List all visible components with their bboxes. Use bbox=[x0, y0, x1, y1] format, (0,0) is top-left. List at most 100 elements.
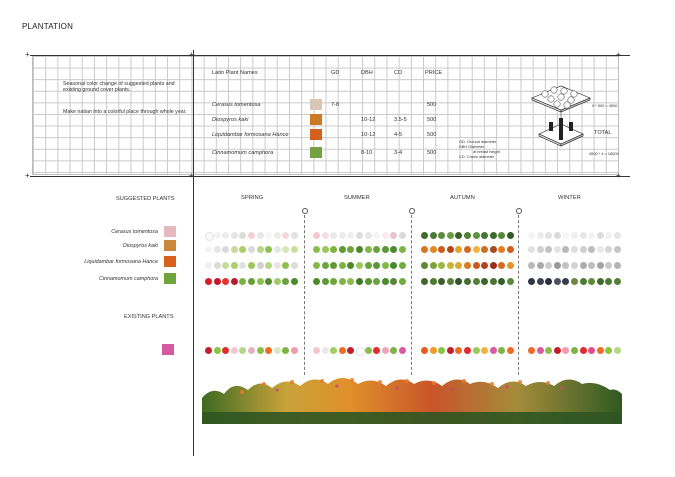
color-dot bbox=[265, 347, 273, 354]
color-dot bbox=[239, 246, 247, 253]
description-line-2: Make natian into a colorful place throug… bbox=[63, 109, 187, 115]
color-dot bbox=[421, 347, 428, 354]
color-dot bbox=[282, 232, 290, 239]
color-dot bbox=[553, 347, 561, 354]
calc-formula-1: 9 * 500 = 4500 bbox=[592, 103, 618, 108]
color-dot bbox=[273, 347, 281, 354]
color-dot bbox=[321, 278, 329, 285]
color-dot bbox=[464, 347, 471, 354]
color-dot bbox=[273, 232, 281, 239]
color-dot bbox=[429, 246, 437, 253]
color-dot bbox=[596, 246, 604, 253]
color-dot bbox=[614, 347, 621, 354]
color-dot bbox=[472, 347, 480, 354]
color-dot bbox=[373, 347, 381, 354]
color-dot bbox=[498, 347, 506, 354]
color-dot bbox=[605, 232, 613, 239]
color-dot bbox=[605, 246, 613, 253]
color-dot bbox=[536, 262, 544, 269]
color-dot bbox=[399, 246, 406, 253]
color-dot bbox=[213, 278, 221, 285]
header-dbh: DBH bbox=[361, 70, 373, 76]
color-dot bbox=[222, 232, 230, 239]
color-dot bbox=[438, 347, 446, 354]
color-dot bbox=[399, 278, 406, 285]
color-dot bbox=[321, 232, 329, 239]
isometric-planting-diagram bbox=[531, 85, 591, 147]
color-dot bbox=[338, 232, 346, 239]
color-dot bbox=[265, 278, 273, 285]
color-dot bbox=[464, 246, 471, 253]
color-dot bbox=[507, 232, 514, 239]
color-dot bbox=[455, 246, 463, 253]
color-dot bbox=[330, 278, 338, 285]
color-dot bbox=[291, 246, 298, 253]
frame-top-line bbox=[30, 55, 630, 56]
color-dot bbox=[536, 232, 544, 239]
plant-thumbnail bbox=[310, 147, 322, 158]
color-dot bbox=[222, 246, 230, 253]
color-dot bbox=[390, 347, 398, 354]
crosshair-mark: + bbox=[189, 171, 194, 180]
color-dot bbox=[498, 232, 506, 239]
color-dot bbox=[205, 278, 212, 285]
color-dot bbox=[472, 262, 480, 269]
color-dot bbox=[239, 278, 247, 285]
color-dot bbox=[553, 278, 561, 285]
color-dot bbox=[347, 232, 355, 239]
color-dot bbox=[481, 347, 489, 354]
color-dot bbox=[429, 278, 437, 285]
color-dot bbox=[455, 347, 463, 354]
color-dot bbox=[472, 246, 480, 253]
color-dot bbox=[213, 347, 221, 354]
table-cd-value: 3.5-5 bbox=[394, 117, 407, 123]
color-dot bbox=[256, 246, 264, 253]
color-dot bbox=[390, 232, 398, 239]
season-spring: SPRING bbox=[241, 195, 264, 201]
crosshair-mark: + bbox=[616, 50, 621, 59]
color-dot bbox=[562, 347, 570, 354]
calc-total-label: TOTAL bbox=[594, 130, 612, 136]
table-dbh-value: 10-12 bbox=[361, 117, 376, 123]
color-dot bbox=[455, 262, 463, 269]
color-dot bbox=[265, 232, 273, 239]
color-dot bbox=[605, 278, 613, 285]
suggested-plant-thumbnail bbox=[164, 256, 176, 267]
existing-plant-thumbnail bbox=[162, 344, 174, 355]
calc-formula-2: 4500 * 4 = 18000 bbox=[589, 151, 619, 156]
color-dot bbox=[356, 262, 363, 269]
color-dot bbox=[571, 232, 578, 239]
color-dot bbox=[472, 232, 480, 239]
color-dot bbox=[381, 262, 389, 269]
crosshair-mark: + bbox=[189, 50, 194, 59]
color-dot bbox=[464, 262, 471, 269]
color-dot bbox=[588, 262, 596, 269]
color-dot bbox=[536, 347, 544, 354]
frame-divider-top bbox=[193, 50, 194, 185]
color-dot bbox=[282, 278, 290, 285]
color-dot bbox=[588, 278, 596, 285]
color-dot bbox=[381, 246, 389, 253]
crosshair-mark: + bbox=[25, 171, 30, 180]
color-dot bbox=[446, 278, 454, 285]
color-dot bbox=[489, 347, 497, 354]
color-dot bbox=[571, 347, 578, 354]
color-dot bbox=[571, 262, 578, 269]
color-dot bbox=[273, 246, 281, 253]
plant-thumbnail bbox=[310, 114, 322, 125]
color-dot bbox=[481, 246, 489, 253]
legend-gd: GD: Ground diameter bbox=[459, 139, 497, 144]
color-dot bbox=[273, 262, 281, 269]
color-dot bbox=[321, 347, 329, 354]
color-dot bbox=[313, 262, 320, 269]
color-dot bbox=[230, 232, 238, 239]
color-dot bbox=[507, 262, 514, 269]
color-dot bbox=[446, 246, 454, 253]
color-dot bbox=[545, 262, 553, 269]
color-dot bbox=[222, 278, 230, 285]
color-dot bbox=[472, 278, 480, 285]
color-dot bbox=[399, 232, 406, 239]
color-dot bbox=[605, 347, 613, 354]
color-dot bbox=[562, 278, 570, 285]
season-divider bbox=[411, 215, 412, 375]
